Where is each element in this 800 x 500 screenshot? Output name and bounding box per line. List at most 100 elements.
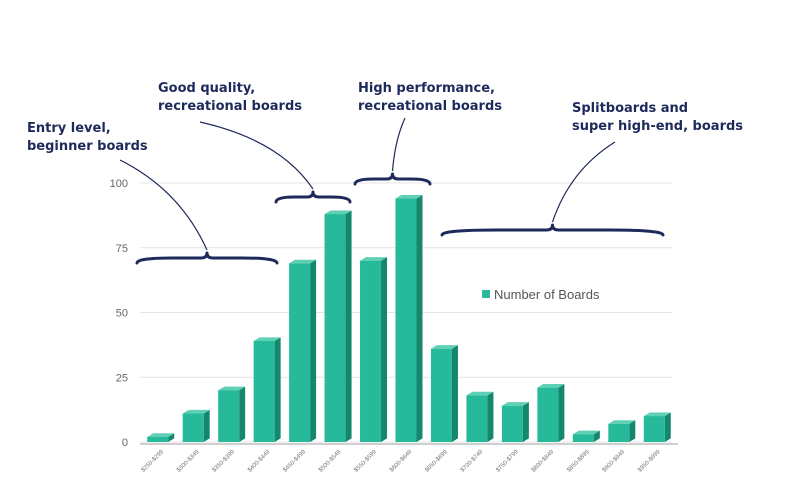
bar-top: [537, 384, 565, 388]
annotation-pointer: [551, 141, 616, 223]
bar-top: [501, 402, 529, 406]
bar-front: [608, 423, 630, 442]
bar-side: [416, 194, 423, 442]
bar-top: [608, 420, 636, 424]
x-tick-label: $600-$649: [389, 449, 414, 474]
y-tick-label: 100: [110, 178, 128, 190]
y-tick-label: 0: [122, 437, 128, 449]
bar: [360, 257, 388, 442]
bar: [537, 384, 565, 442]
bar-top: [289, 259, 317, 264]
range-brace: [353, 172, 432, 186]
bar: [501, 402, 529, 442]
bar: [147, 433, 175, 442]
x-tick-label: $300-$349: [176, 449, 201, 474]
annotation-label: High performance,: [358, 81, 495, 96]
bar-side: [593, 430, 600, 442]
bar-side: [345, 210, 352, 442]
y-tick-label: 50: [116, 308, 128, 320]
bar: [324, 210, 352, 442]
bar-front: [643, 416, 665, 442]
bar-top: [395, 194, 423, 199]
bar-front: [289, 263, 311, 442]
x-tick-label: $250-$299: [141, 449, 166, 474]
bar-top: [147, 433, 175, 437]
bar-front: [324, 214, 346, 442]
bar-front: [466, 395, 488, 442]
y-tick-label: 25: [116, 372, 128, 384]
bar-top: [430, 345, 458, 349]
x-tick-label: $950-$999: [637, 449, 662, 474]
bar-top: [324, 210, 352, 215]
annotation-label: recreational boards: [158, 99, 302, 114]
annotation-pointer: [391, 117, 406, 172]
bar-side: [664, 412, 671, 442]
bar-front: [395, 198, 417, 442]
bar-side: [381, 257, 388, 442]
price-range-annotation: Splitboards and super high-end, boards: [440, 101, 743, 237]
price-range-annotation: Entry level, beginner boards: [27, 121, 279, 265]
bar-front: [218, 390, 240, 442]
bar-side: [274, 337, 281, 442]
bar-top: [643, 412, 671, 417]
annotation-label: Entry level,: [27, 121, 111, 136]
bar-front: [501, 405, 523, 442]
range-brace: [440, 223, 665, 237]
bar-top: [360, 257, 388, 261]
bar-front: [360, 260, 382, 442]
bar-front: [147, 436, 169, 442]
bar-front: [430, 348, 452, 442]
annotation-label: super high-end, boards: [572, 119, 743, 134]
bar: [395, 194, 423, 442]
x-axis-ticks: $250-$299 $300-$349 $350-$399 $400-$449 $450…: [141, 449, 663, 474]
bar-front: [182, 413, 204, 442]
bars: [147, 194, 671, 442]
x-tick-label: $850-$899: [566, 449, 591, 474]
bar-top: [253, 337, 281, 341]
bar-side: [487, 391, 494, 442]
bar-side: [522, 402, 529, 442]
legend-swatch: [482, 290, 490, 298]
bar-side: [310, 259, 317, 442]
bar: [643, 412, 671, 442]
range-brace: [274, 190, 352, 204]
bar: [218, 386, 246, 442]
legend: Number of Boards: [482, 287, 600, 302]
bar-side: [558, 384, 565, 442]
price-range-annotation: High performance, recreational boards: [353, 81, 502, 186]
bar: [608, 420, 636, 442]
bar-top: [218, 386, 246, 391]
x-tick-label: $800-$849: [531, 449, 556, 474]
bar-front: [537, 387, 559, 442]
bar-front: [253, 340, 275, 442]
bar: [253, 337, 281, 442]
bar-side: [629, 420, 636, 442]
annotations: Entry level, beginner boards Good quality,…: [27, 81, 743, 265]
y-axis-ticks: 0 25 50 75 100: [110, 178, 128, 449]
annotation-label: Good quality,: [158, 81, 255, 96]
bar-side: [203, 409, 210, 442]
bar-top: [182, 409, 210, 414]
x-tick-label: $900-$949: [602, 449, 627, 474]
bar-front: [572, 434, 594, 442]
legend-label: Number of Boards: [494, 287, 600, 302]
x-tick-label: $650-$699: [424, 449, 449, 474]
x-tick-label: $700-$749: [460, 449, 485, 474]
x-tick-label: $400-$449: [247, 449, 272, 474]
x-tick-label: $450-$499: [282, 449, 307, 474]
x-tick-label: $500-$549: [318, 449, 343, 474]
bar: [289, 259, 317, 442]
annotation-label: Splitboards and: [572, 101, 688, 116]
bar-side: [168, 433, 175, 442]
x-tick-label: $550-$599: [353, 449, 378, 474]
annotation-pointer: [119, 159, 208, 251]
bar-side: [239, 386, 246, 442]
bar-top: [466, 391, 494, 396]
bar-side: [451, 345, 458, 442]
range-brace: [135, 251, 279, 265]
bar: [572, 430, 600, 442]
bar: [466, 391, 494, 442]
annotation-label: recreational boards: [358, 99, 502, 114]
